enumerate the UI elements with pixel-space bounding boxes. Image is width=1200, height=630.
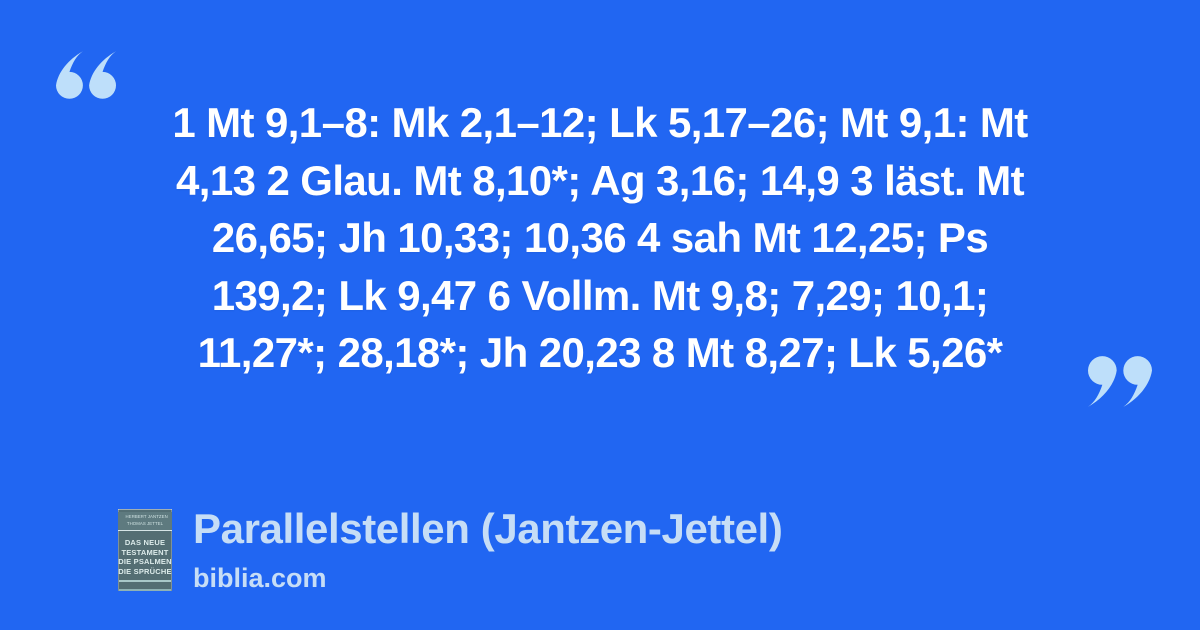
book-cover-authors: HERBERT JANTZEN THOMAS JETTEL xyxy=(118,512,172,531)
quote-line: 1 Mt 9,1–8: Mk 2,1–12; Lk 5,17–26; Mt 9,… xyxy=(172,99,1028,146)
site-name: biblia.com xyxy=(193,563,327,593)
quote-text: 1 Mt 9,1–8: Mk 2,1–12; Lk 5,17–26; Mt 9,… xyxy=(60,94,1140,382)
book-cover-thumbnail: HERBERT JANTZEN THOMAS JETTEL DAS NEUE T… xyxy=(118,509,172,591)
source-title: Parallelstellen (Jantzen-Jettel) xyxy=(193,505,783,552)
book-cover-edge xyxy=(119,589,171,591)
quote-line: 26,65; Jh 10,33; 10,36 4 sah Mt 12,25; P… xyxy=(211,214,989,261)
book-cover-title: DAS NEUE TESTAMENT DIE PSALMEN DIE SPRÜC… xyxy=(118,538,172,576)
attribution: Parallelstellen (Jantzen-Jettel) biblia.… xyxy=(193,503,783,595)
close-quote-icon xyxy=(1088,356,1152,407)
book-cover-rule xyxy=(119,580,171,582)
quote-line: 4,13 2 Glau. Mt 8,10*; Ag 3,16; 14,9 3 l… xyxy=(176,156,1025,204)
quote-line: 139,2; Lk 9,47 6 Vollm. Mt 9,8; 7,29; 10… xyxy=(211,271,989,319)
book-cover-author: THOMAS JETTEL xyxy=(126,521,164,526)
open-quote-icon xyxy=(56,51,116,99)
book-cover-author: HERBERT JANTZEN xyxy=(125,514,168,520)
quote-line: 11,27*; 28,18*; Jh 20,23 8 Mt 8,27; Lk 5… xyxy=(197,329,1003,376)
